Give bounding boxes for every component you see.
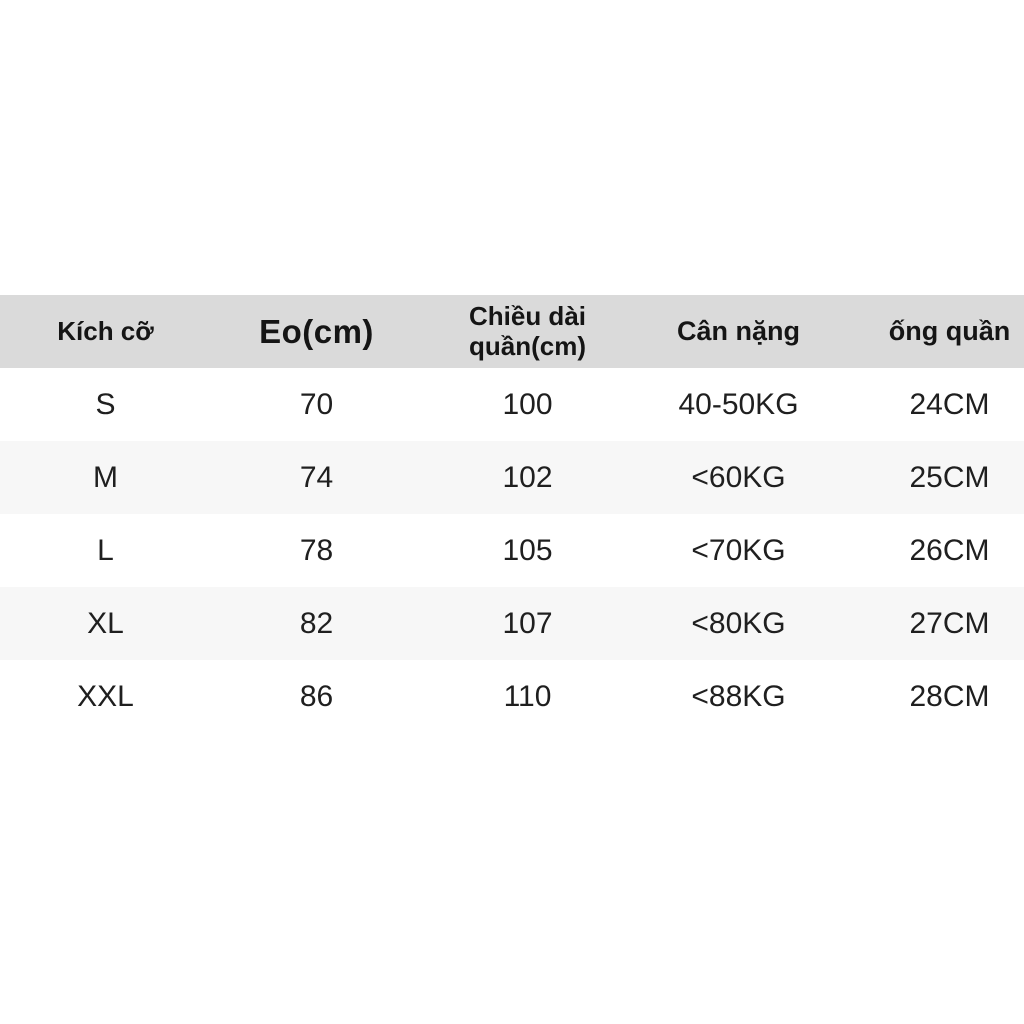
cell-weight: <70KG [691, 533, 786, 567]
size-chart-body: S 70 100 40-50KG 24CM M 74 102 <60KG 25C… [0, 368, 1024, 733]
column-header-leg-opening: ống quần [888, 315, 1011, 346]
cell-size: S [95, 387, 116, 421]
cell-length: 110 [503, 679, 552, 713]
table-row-l: L 78 105 <70KG 26CM [0, 514, 1024, 587]
cell-leg: 24CM [909, 387, 990, 421]
table-row-xl: XL 82 107 <80KG 27CM [0, 587, 1024, 660]
cell-leg: 28CM [909, 679, 990, 713]
cell-weight: <88KG [691, 679, 786, 713]
cell-waist: 78 [299, 533, 334, 567]
cell-leg: 27CM [909, 606, 990, 640]
cell-waist: 70 [299, 387, 334, 421]
cell-waist: 74 [299, 460, 334, 494]
cell-length: 100 [502, 387, 553, 421]
size-chart-table: Kích cỡ Eo(cm) Chiều dài quần(cm) Cân nặ… [0, 295, 1024, 733]
table-row-s: S 70 100 40-50KG 24CM [0, 368, 1024, 441]
cell-waist: 82 [299, 606, 334, 640]
cell-length: 105 [502, 533, 553, 567]
size-chart-header: Kích cỡ Eo(cm) Chiều dài quần(cm) Cân nặ… [0, 295, 1024, 368]
cell-leg: 25CM [909, 460, 990, 494]
cell-size: XXL [77, 679, 134, 713]
cell-weight: 40-50KG [678, 387, 799, 421]
cell-weight: <80KG [691, 606, 786, 640]
cell-size: L [97, 533, 114, 567]
cell-waist: 86 [299, 679, 334, 713]
column-header-weight: Cân nặng [676, 315, 800, 346]
cell-weight: <60KG [691, 460, 786, 494]
cell-size: XL [87, 606, 124, 640]
column-header-pant-length: Chiều dài quần(cm) [468, 300, 586, 361]
column-header-size: Kích cỡ [57, 315, 154, 346]
cell-leg: 26CM [909, 533, 990, 567]
cell-length: 102 [502, 460, 553, 494]
cell-size: M [93, 460, 118, 494]
table-row-xxl: XXL 86 110 <88KG 28CM [0, 660, 1024, 733]
column-header-waist: Eo(cm) [259, 312, 374, 350]
table-row-m: M 74 102 <60KG 25CM [0, 441, 1024, 514]
header-row: Kích cỡ Eo(cm) Chiều dài quần(cm) Cân nặ… [0, 295, 1024, 368]
cell-length: 107 [502, 606, 553, 640]
